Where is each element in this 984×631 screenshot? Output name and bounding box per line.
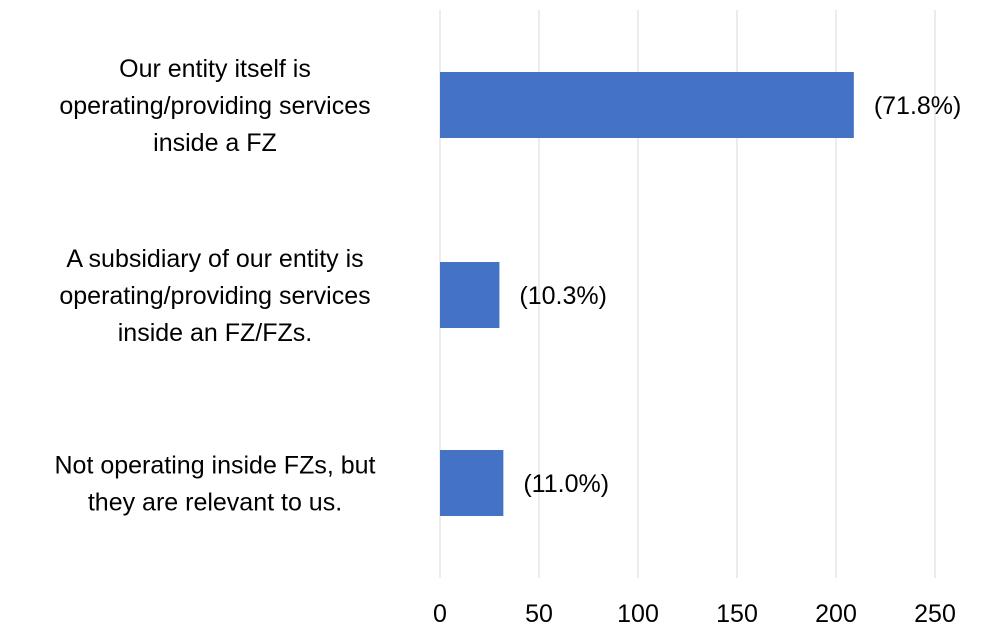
bar bbox=[440, 450, 503, 516]
category-label-line: operating/providing services bbox=[59, 282, 370, 310]
data-labels: (71.8%) (10.3%) (11.0%) bbox=[519, 92, 961, 498]
category-label: Not operating inside FZs, but they are re… bbox=[55, 452, 376, 517]
category-label-line: they are relevant to us. bbox=[88, 489, 342, 517]
data-label: (10.3%) bbox=[519, 282, 607, 310]
category-label: Our entity itself is operating/providing … bbox=[59, 55, 370, 157]
category-labels: Our entity itself is operating/providing … bbox=[55, 55, 376, 517]
category-label-line: Not operating inside FZs, but bbox=[55, 452, 376, 480]
category-label-line: inside a FZ bbox=[153, 129, 277, 157]
x-tick-label: 50 bbox=[525, 600, 553, 628]
bars bbox=[440, 72, 854, 516]
category-label-line: operating/providing services bbox=[59, 92, 370, 120]
category-label-line: A subsidiary of our entity is bbox=[66, 245, 363, 273]
x-tick-label: 0 bbox=[433, 600, 447, 628]
data-label: (71.8%) bbox=[874, 92, 962, 120]
category-label: A subsidiary of our entity is operating/p… bbox=[59, 245, 370, 347]
category-label-line: Our entity itself is bbox=[119, 55, 311, 83]
x-tick-label: 150 bbox=[716, 600, 758, 628]
bar bbox=[440, 262, 499, 328]
bar bbox=[440, 72, 854, 138]
data-label: (11.0%) bbox=[523, 470, 609, 498]
x-tick-label: 100 bbox=[617, 600, 659, 628]
x-tick-label: 250 bbox=[914, 600, 956, 628]
category-label-line: inside an FZ/FZs. bbox=[118, 319, 313, 347]
x-tick-label: 200 bbox=[815, 600, 857, 628]
x-axis-tick-labels: 0 50 100 150 200 250 bbox=[433, 600, 956, 628]
